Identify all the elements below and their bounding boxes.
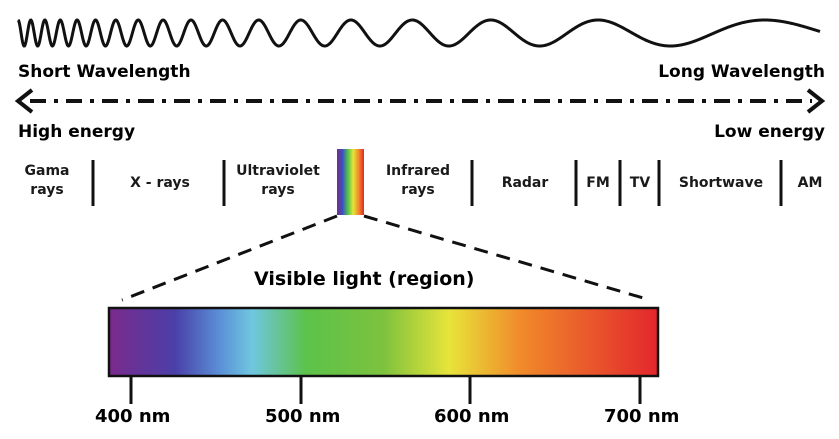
arrow-head-right <box>806 88 826 114</box>
visible-light-title: Visible light (region) <box>254 268 475 290</box>
band-label-line1: TV <box>629 175 651 191</box>
spectrum-ticks <box>129 376 642 404</box>
band-label-line2: rays <box>261 181 295 198</box>
band-ultraviolet-rays: Ultraviolet rays <box>226 162 330 200</box>
zoom-line-right <box>363 214 651 302</box>
wavelength-wave <box>17 18 821 48</box>
band-label-line1: Gama <box>24 163 70 179</box>
band-tv: TV <box>622 174 658 193</box>
band-label-line1: AM <box>797 175 823 191</box>
tick-label-700: 700 nm <box>604 406 680 427</box>
band-label-line1: Ultraviolet <box>236 163 320 179</box>
band-shortwave: Shortwave <box>662 174 780 193</box>
band-label-line1: FM <box>586 175 610 191</box>
band-gamma-rays: Gama rays <box>12 162 82 200</box>
band-infrared-rays: Infrared rays <box>366 162 470 200</box>
visible-mini-strip <box>337 149 364 215</box>
band-x-rays: X - rays <box>100 174 220 193</box>
short-wavelength-label: Short Wavelength <box>18 62 191 82</box>
band-label-line1: Infrared <box>385 163 451 179</box>
high-energy-label: High energy <box>18 122 136 142</box>
arrow-head-left <box>14 88 34 114</box>
long-wavelength-label: Long Wavelength <box>658 62 825 82</box>
low-energy-label: Low energy <box>714 122 825 142</box>
band-fm: FM <box>578 174 618 193</box>
band-label-line2: rays <box>401 181 435 198</box>
band-label-line2: rays <box>30 181 64 198</box>
band-radar: Radar <box>476 174 574 193</box>
band-am: AM <box>784 174 836 193</box>
band-label-line1: X - rays <box>130 175 190 191</box>
tick-label-500: 500 nm <box>265 406 341 427</box>
band-label-line1: Shortwave <box>678 175 764 191</box>
tick-label-400: 400 nm <box>95 406 171 427</box>
band-separators <box>91 160 783 206</box>
band-label-line1: Radar <box>501 175 549 191</box>
zoom-line-left <box>121 214 338 302</box>
visible-spectrum-bar <box>107 306 660 378</box>
tick-label-600: 600 nm <box>434 406 510 427</box>
